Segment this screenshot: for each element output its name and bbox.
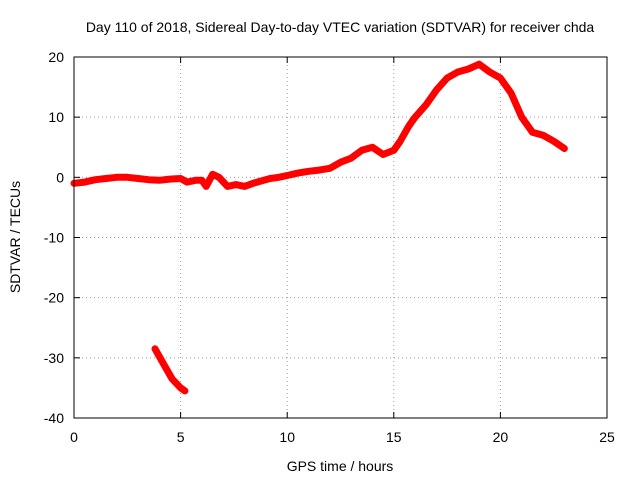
x-tick-label: 0	[70, 429, 78, 445]
data-point	[209, 171, 216, 178]
grid	[74, 57, 607, 418]
x-axis-label: GPS time / hours	[287, 458, 394, 474]
data-point	[160, 360, 167, 367]
data-point	[124, 174, 131, 181]
data-point	[540, 132, 547, 139]
y-tick-label: -30	[44, 350, 64, 366]
x-tick-label: 15	[386, 429, 402, 445]
data-point	[198, 177, 205, 184]
x-tick-label: 20	[493, 429, 509, 445]
data-point	[348, 155, 355, 162]
data-point	[134, 175, 141, 182]
plot-frame	[73, 56, 608, 419]
data-point	[166, 176, 173, 183]
series-0	[70, 60, 568, 190]
series-line	[70, 60, 568, 190]
data-point	[192, 177, 199, 184]
chart-title: Day 110 of 2018, Sidereal Day-to-day VTE…	[86, 19, 595, 35]
data-point	[390, 147, 397, 154]
data-point	[561, 145, 568, 152]
data-point	[250, 180, 257, 187]
series-layer	[70, 60, 568, 395]
data-point	[454, 69, 461, 76]
y-tick-label: 10	[48, 109, 64, 125]
data-point	[358, 147, 365, 154]
data-point	[203, 183, 210, 190]
data-point	[465, 66, 472, 73]
data-point	[267, 175, 274, 182]
data-point	[337, 159, 344, 166]
y-tick-label: -10	[44, 230, 64, 246]
data-point	[444, 75, 451, 82]
data-point	[224, 183, 231, 190]
data-point	[177, 384, 184, 391]
ticks: 0 5 10 15 20 25 -40 -30 -20 -10 0 10 20	[44, 49, 615, 445]
data-point	[145, 176, 152, 183]
y-axis-label: SDTVAR / TECUs	[7, 181, 23, 293]
data-point	[518, 114, 525, 121]
x-tick-label: 10	[279, 429, 295, 445]
data-point	[476, 61, 483, 68]
y-tick-label: 20	[48, 49, 64, 65]
data-point	[102, 175, 109, 182]
data-point	[316, 167, 323, 174]
y-tick-label: 0	[56, 169, 64, 185]
data-point	[181, 387, 188, 394]
data-point	[152, 345, 159, 352]
data-point	[380, 151, 387, 158]
data-point	[529, 129, 536, 136]
data-point	[397, 138, 404, 145]
data-point	[81, 179, 88, 186]
data-point	[183, 179, 190, 186]
data-point	[177, 175, 184, 182]
data-point	[550, 138, 557, 145]
data-point	[92, 176, 99, 183]
data-point	[284, 172, 291, 179]
data-point	[233, 181, 240, 188]
data-point	[405, 123, 412, 130]
data-point	[258, 177, 265, 184]
data-point	[497, 75, 504, 82]
y-tick-label: -40	[44, 410, 64, 426]
data-point	[326, 165, 333, 172]
data-point	[215, 174, 222, 181]
data-point	[113, 174, 120, 181]
x-tick-label: 25	[599, 429, 615, 445]
data-point	[369, 144, 376, 151]
series-1	[151, 345, 189, 395]
data-point	[412, 114, 419, 121]
data-point	[169, 375, 176, 382]
data-point	[422, 102, 429, 109]
data-point	[486, 69, 493, 76]
data-point	[305, 168, 312, 175]
data-point	[294, 170, 301, 177]
data-point	[156, 177, 163, 184]
data-point	[508, 90, 515, 97]
x-tick-label: 5	[177, 429, 185, 445]
data-point	[241, 183, 248, 190]
y-tick-label: -20	[44, 290, 64, 306]
data-point	[433, 87, 440, 94]
data-point	[275, 174, 282, 181]
